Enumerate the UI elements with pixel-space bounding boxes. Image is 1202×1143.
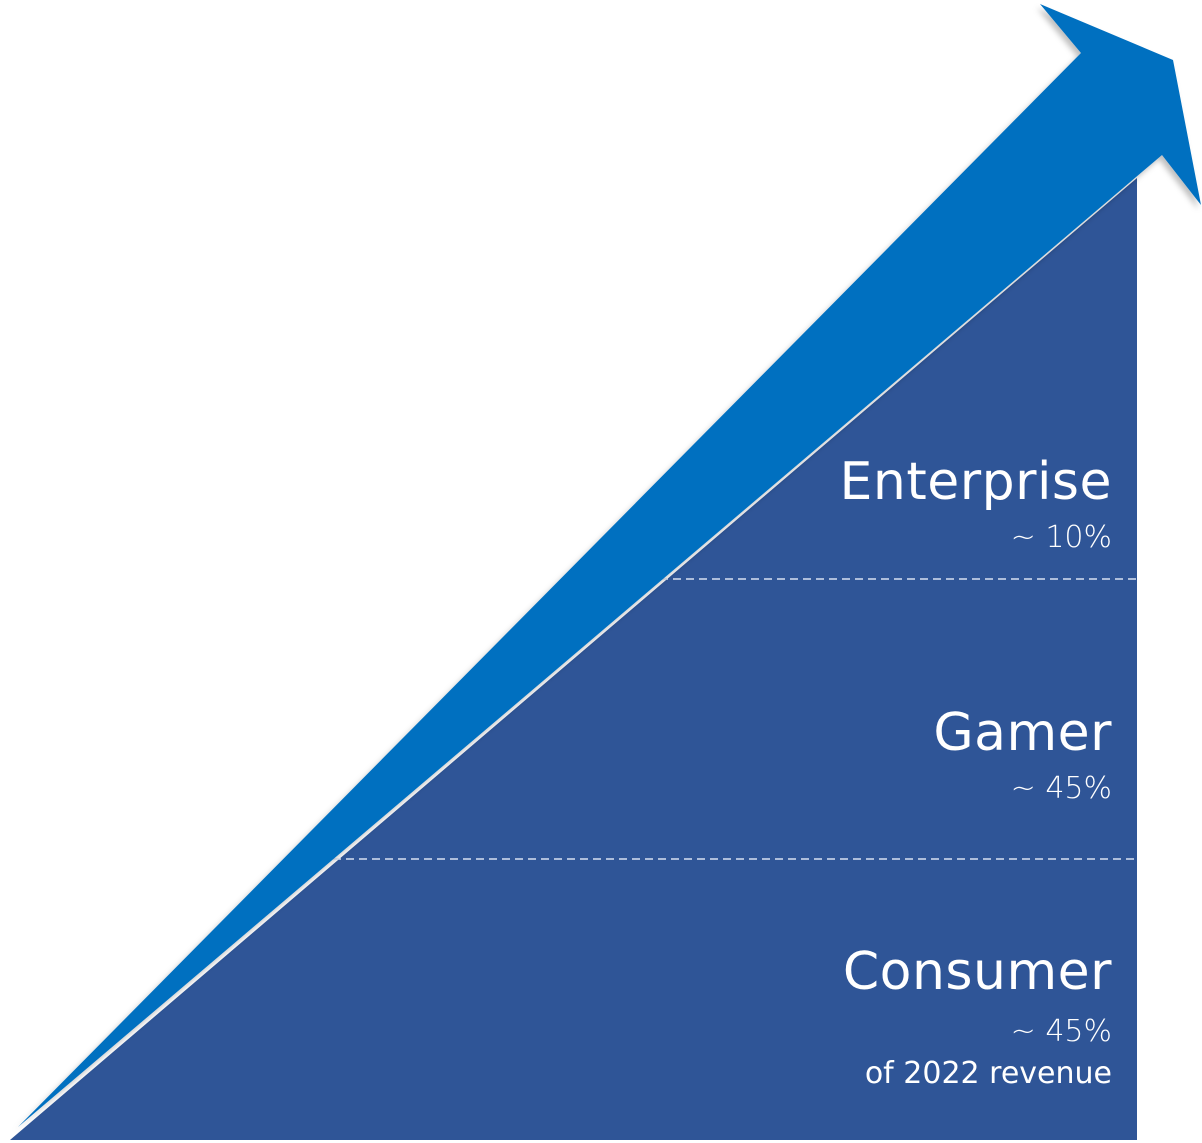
growth-arrow-icon [18,4,1201,1127]
segment-title: Gamer [933,703,1112,763]
segment-share: ~ 45% [1010,1014,1112,1049]
segment-share: ~ 45% [1010,771,1112,806]
segment-share: ~ 10% [1010,520,1112,555]
segment-enterprise: Enterprise ~ 10% [840,452,1113,556]
segment-title: Consumer [842,942,1112,1002]
segment-consumer: Consumer ~ 45% of 2022 revenue [843,942,1112,1092]
segment-note: of 2022 revenue [864,1056,1112,1091]
revenue-triangle [10,178,1137,1140]
segment-title: Enterprise [839,452,1112,512]
segment-gamer: Gamer ~ 45% [933,703,1112,807]
